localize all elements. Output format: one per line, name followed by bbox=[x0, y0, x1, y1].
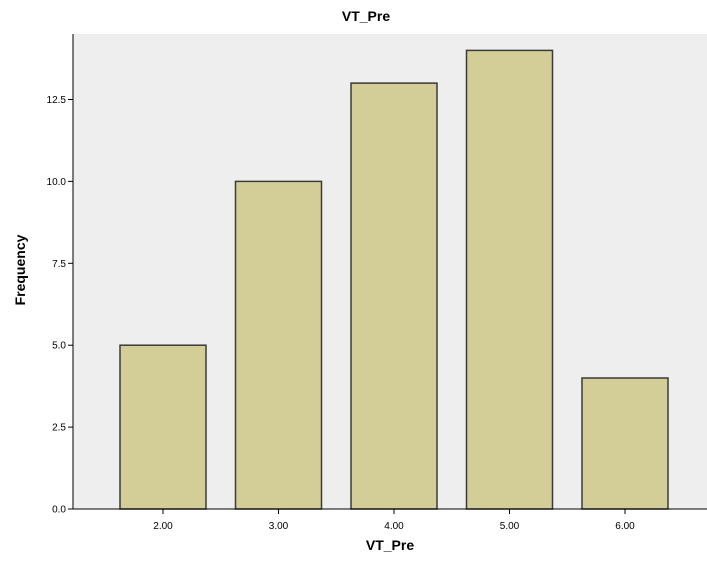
y-tick-label: 0.0 bbox=[52, 505, 66, 516]
bar-3.00 bbox=[234, 180, 323, 510]
x-tick-label: 6.00 bbox=[615, 521, 635, 532]
bar-2.00 bbox=[119, 344, 207, 510]
x-tick-label: 5.00 bbox=[500, 521, 520, 532]
x-axis-label: VT_Pre bbox=[366, 537, 414, 553]
y-tick-label: 2.5 bbox=[52, 423, 66, 434]
bar-6.00 bbox=[581, 377, 669, 510]
y-tick-label: 12.5 bbox=[47, 95, 67, 106]
bar-5.00 bbox=[465, 49, 554, 510]
bar-4.00 bbox=[350, 82, 438, 510]
y-axis-label: Frequency bbox=[12, 234, 28, 305]
y-tick-label: 10.0 bbox=[47, 177, 67, 188]
y-tick-label: 5.0 bbox=[52, 341, 66, 352]
x-tick-label: 3.00 bbox=[269, 521, 289, 532]
x-tick-label: 4.00 bbox=[384, 521, 404, 532]
chart-title: VT_Pre bbox=[342, 8, 390, 24]
x-tick-label: 2.00 bbox=[153, 521, 173, 532]
y-tick-label: 7.5 bbox=[52, 259, 66, 270]
